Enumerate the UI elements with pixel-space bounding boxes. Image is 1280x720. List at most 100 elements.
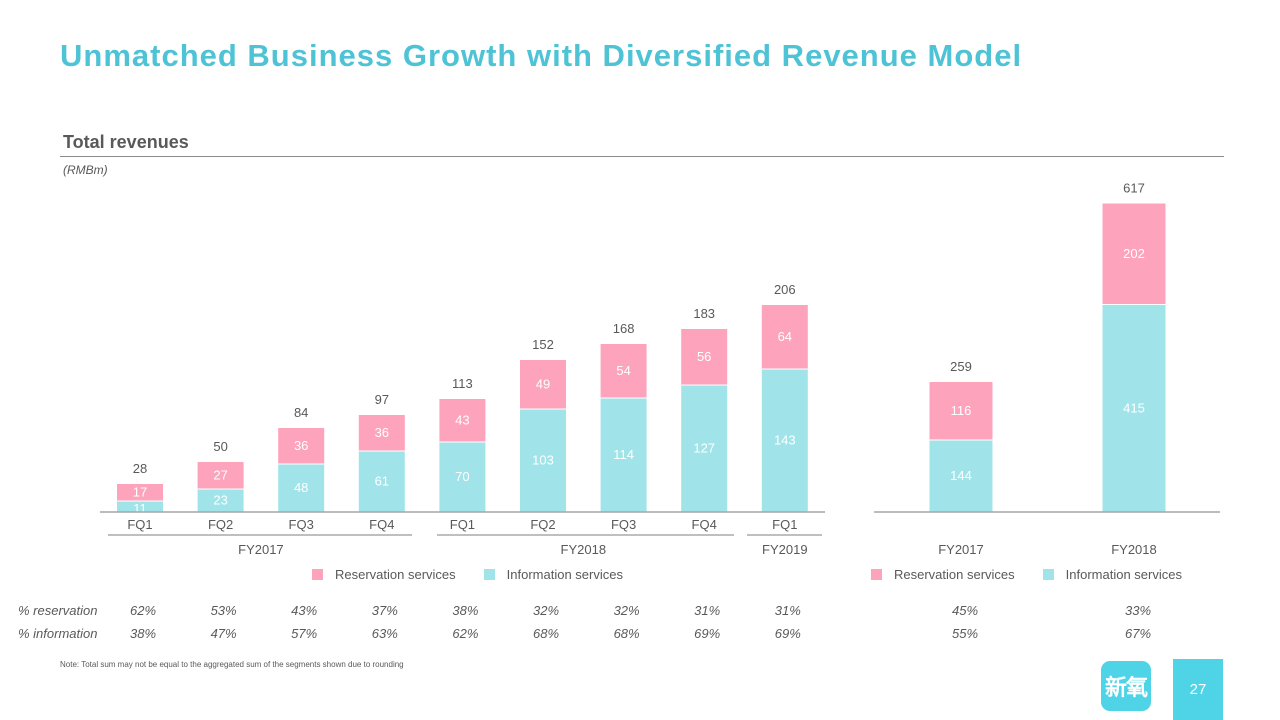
legend-label-reservation: Reservation services bbox=[894, 566, 1015, 582]
pct-reservation-value: 38% bbox=[452, 603, 479, 618]
pct-reservation-value: 32% bbox=[532, 603, 560, 618]
bar-information bbox=[358, 451, 405, 512]
pct-information-row: % information 38% 47% 57% 63% 62% 68% 68% 69% 69… bbox=[0, 626, 1280, 644]
fiscal-year-label: FY2018 bbox=[561, 542, 607, 557]
legend-label-information: Information services bbox=[506, 566, 623, 582]
legend-label-reservation: Reservation services bbox=[335, 566, 456, 582]
fiscal-year-label: FY2017 bbox=[238, 542, 284, 557]
pct-information-value: 38% bbox=[129, 626, 157, 641]
unit-label: (RMBm) bbox=[63, 163, 108, 177]
pct-information-value: 69% bbox=[774, 626, 801, 641]
pct-information-label: % information bbox=[18, 626, 98, 641]
data-label-information: 11 bbox=[133, 501, 147, 516]
pct-information-value: 67% bbox=[1124, 626, 1152, 641]
data-label-information: 114 bbox=[613, 447, 634, 462]
tick-label-quarter: FQ4 bbox=[369, 517, 394, 532]
data-label-information: 61 bbox=[375, 474, 389, 489]
bar-reservation bbox=[117, 484, 163, 501]
tick-label-quarter: FQ3 bbox=[611, 517, 636, 532]
tick-label-quarter: FQ1 bbox=[127, 517, 152, 532]
pct-reservation-value: 37% bbox=[371, 603, 398, 618]
tick-label-quarter: FQ4 bbox=[692, 517, 717, 532]
company-logo: 新氧 bbox=[1101, 661, 1151, 711]
bar-information bbox=[929, 440, 993, 512]
data-label-information: 127 bbox=[693, 441, 715, 456]
bar-information bbox=[278, 464, 325, 512]
data-label-information: 48 bbox=[294, 480, 308, 495]
bar-reservation bbox=[929, 382, 993, 440]
tick-label-year: FY2017 bbox=[938, 542, 984, 557]
data-label-information: 70 bbox=[455, 469, 469, 484]
pct-information-value: 57% bbox=[291, 626, 318, 641]
pct-reservation-value: 53% bbox=[210, 603, 237, 618]
legend-item-information: Information services bbox=[483, 566, 623, 582]
data-label-reservation: 36 bbox=[375, 425, 389, 440]
page-title: Unmatched Business Growth with Diversifi… bbox=[60, 38, 1023, 73]
tick-label-year: FY2018 bbox=[1111, 542, 1157, 557]
pct-reservation-value: 62% bbox=[129, 603, 157, 618]
bar-information bbox=[439, 442, 486, 512]
data-label-total: 206 bbox=[774, 282, 796, 297]
tick-label-quarter: FQ2 bbox=[530, 517, 555, 532]
bar-reservation bbox=[197, 462, 244, 489]
bar-information bbox=[197, 489, 244, 512]
bar-reservation bbox=[520, 360, 566, 409]
pct-reservation-value: 33% bbox=[1124, 603, 1152, 618]
legend-swatch-reservation bbox=[312, 568, 323, 580]
footnote: Note: Total sum may not be equal to the … bbox=[60, 660, 404, 669]
legend-item-reservation: Reservation services bbox=[871, 567, 1015, 582]
pct-information-value: 68% bbox=[613, 626, 640, 641]
bar-information bbox=[761, 369, 808, 512]
legend-swatch-information bbox=[483, 568, 495, 580]
pct-information-value: 55% bbox=[951, 626, 979, 641]
bar-reservation bbox=[681, 329, 728, 385]
section-divider bbox=[60, 156, 1224, 157]
data-label-reservation: 64 bbox=[778, 329, 792, 344]
data-label-reservation: 56 bbox=[697, 349, 711, 364]
data-label-reservation: 17 bbox=[133, 485, 147, 500]
bar-reservation bbox=[761, 305, 808, 369]
pct-information-value: 68% bbox=[532, 626, 560, 641]
pct-reservation-value: 31% bbox=[774, 603, 801, 618]
data-label-total: 97 bbox=[375, 392, 389, 407]
pct-reservation-row: % reservation 62% 53% 43% 37% 38% 32% 32% 31% 31… bbox=[0, 603, 1280, 621]
bar-reservation bbox=[600, 344, 647, 398]
bar-information bbox=[117, 501, 163, 512]
data-label-total: 617 bbox=[1123, 181, 1145, 196]
legend-swatch-reservation bbox=[871, 568, 882, 580]
bar-information bbox=[1102, 304, 1166, 512]
pct-reservation-value: 45% bbox=[951, 603, 979, 618]
data-label-total: 28 bbox=[133, 461, 147, 476]
data-label-total: 50 bbox=[213, 439, 227, 454]
data-label-information: 143 bbox=[774, 433, 796, 448]
tick-label-quarter: FQ1 bbox=[450, 517, 475, 532]
bar-reservation bbox=[1102, 203, 1166, 305]
data-label-total: 113 bbox=[452, 376, 473, 391]
bar-reservation bbox=[278, 428, 325, 464]
legend-label-information: Information services bbox=[1065, 566, 1182, 582]
bar-information bbox=[600, 398, 647, 512]
data-label-reservation: 202 bbox=[1123, 246, 1145, 261]
data-label-information: 103 bbox=[532, 453, 554, 468]
pct-information-value: 62% bbox=[452, 626, 479, 641]
bar-information bbox=[681, 385, 728, 512]
legend-annual: Reservation services Information service… bbox=[871, 566, 1210, 582]
data-label-reservation: 43 bbox=[455, 413, 469, 428]
data-label-information: 415 bbox=[1123, 400, 1145, 415]
data-label-total: 84 bbox=[294, 405, 308, 420]
pct-reservation-label: % reservation bbox=[18, 603, 98, 618]
legend-quarterly: Reservation services Information service… bbox=[312, 566, 651, 582]
data-label-information: 23 bbox=[213, 493, 227, 508]
bar-reservation bbox=[439, 399, 486, 442]
page-number: 27 bbox=[1173, 659, 1223, 720]
pct-reservation-value: 31% bbox=[694, 603, 721, 618]
legend-item-reservation: Reservation services bbox=[312, 567, 456, 582]
data-label-information: 144 bbox=[950, 468, 972, 483]
pct-information-value: 63% bbox=[371, 626, 398, 641]
tick-label-quarter: FQ2 bbox=[208, 517, 233, 532]
tick-label-quarter: FQ1 bbox=[772, 517, 797, 532]
data-label-total: 183 bbox=[693, 306, 715, 321]
tick-label-quarter: FQ3 bbox=[289, 517, 314, 532]
legend-item-information: Information services bbox=[1042, 566, 1182, 582]
